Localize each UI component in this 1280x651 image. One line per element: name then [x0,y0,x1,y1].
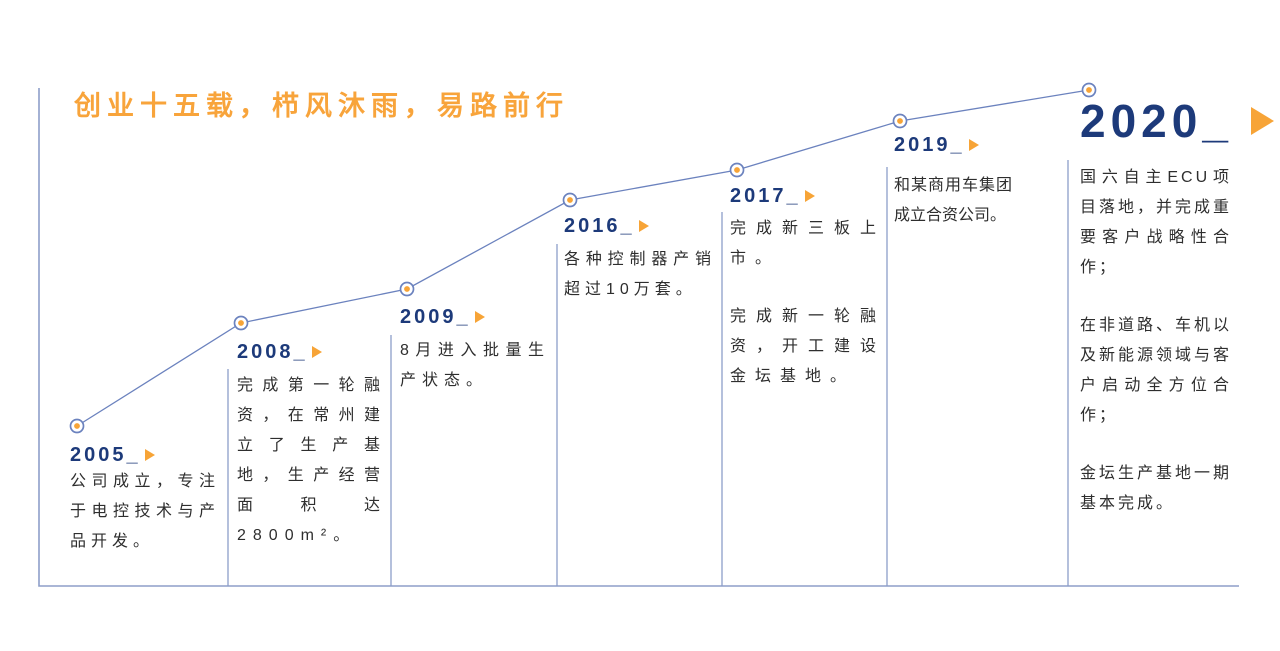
milestone-paragraph: 和某商用车集团成立合资公司。 [894,177,1012,224]
arrow-right-icon [638,220,649,232]
milestone-paragraph: 金坛生产基地一期基本完成。 [1080,465,1233,512]
milestone-description: 完成新三板上市。完成新一轮融资，开工建设金坛基地。 [730,214,885,392]
arrow-right-icon [311,346,322,358]
milestone-column: 2005_ 公司成立，专注于电控技术与产品开发。 [70,443,220,550]
arrow-right-icon [968,139,979,151]
milestone-paragraph: 完成新一轮融资，开工建设金坛基地。 [730,308,885,385]
arrow-right-icon [1250,107,1274,135]
timeline-marker-dot [74,423,80,429]
timeline-marker-dot [1086,87,1092,93]
milestone-paragraph: 完成第一轮融资，在常州建立了生产基地，生产经营面积达2800m²。 [237,377,387,544]
milestone-column: 2009_ 8月进入批量生产状态。 [400,305,550,389]
page-title: 创业十五载，栉风沐雨，易路前行 [74,91,569,121]
milestone-column: 2019_ 和某商用车集团成立合资公司。 [894,133,1012,224]
milestone-paragraph: 完成新三板上市。 [730,220,885,267]
milestone-column: 2008_ 完成第一轮融资，在常州建立了生产基地，生产经营面积达2800m²。 [237,340,387,544]
timeline-marker-dot [897,118,903,124]
timeline-marker-dot [404,286,410,292]
milestone-year-text: 2017_ [730,185,801,207]
milestone-description: 各种控制器产销超过10万套。 [564,245,716,305]
milestone-paragraph: 8月进入批量生产状态。 [400,342,550,389]
milestone-year-text: 2016_ [564,215,635,237]
milestone-description: 和某商用车集团成立合资公司。 [894,171,1012,231]
milestone-column: 2016_ 各种控制器产销超过10万套。 [564,214,716,298]
milestone-paragraph: 公司成立，专注于电控技术与产品开发。 [70,473,220,550]
milestone-description: 公司成立，专注于电控技术与产品开发。 [70,467,220,557]
milestone-paragraph: 各种控制器产销超过10万套。 [564,251,716,298]
timeline-marker-dot [238,320,244,326]
milestone-year-label: 2017_ [730,184,885,208]
axis-frame [38,88,1239,587]
milestone-column: 2020_ 国六自主ECU项目落地，并完成重要客户战略性合作； 在非道路、车机以及… [1080,95,1274,512]
milestone-paragraph: 在非道路、车机以及新能源领域与客户启动全方位合作； [1080,317,1233,424]
milestone-year-text: 2020_ [1080,95,1233,147]
arrow-right-icon [144,449,155,461]
milestone-year-label: 2005_ [70,443,220,467]
milestone-year-label: 2020_ [1080,95,1274,147]
milestone-column: 2017_ 完成新三板上市。完成新一轮融资，开工建设金坛基地。 [730,184,885,385]
timeline-marker-dot [567,197,573,203]
timeline-marker-dot [734,167,740,173]
milestone-description: 8月进入批量生产状态。 [400,336,550,396]
milestone-year-label: 2019_ [894,133,1012,157]
milestone-year-label: 2008_ [237,340,387,364]
milestone-year-label: 2016_ [564,214,716,238]
arrow-right-icon [804,190,815,202]
milestone-paragraph: 国六自主ECU项目落地，并完成重要客户战略性合作； [1080,169,1233,276]
milestone-description: 完成第一轮融资，在常州建立了生产基地，生产经营面积达2800m²。 [237,371,387,551]
milestone-year-label: 2009_ [400,305,550,329]
arrow-right-icon [474,311,485,323]
milestone-year-text: 2008_ [237,341,308,363]
milestone-year-text: 2005_ [70,444,141,466]
milestone-description: 国六自主ECU项目落地，并完成重要客户战略性合作； 在非道路、车机以及新能源领域与… [1080,163,1232,519]
milestone-year-text: 2009_ [400,306,471,328]
milestone-year-text: 2019_ [894,134,965,156]
